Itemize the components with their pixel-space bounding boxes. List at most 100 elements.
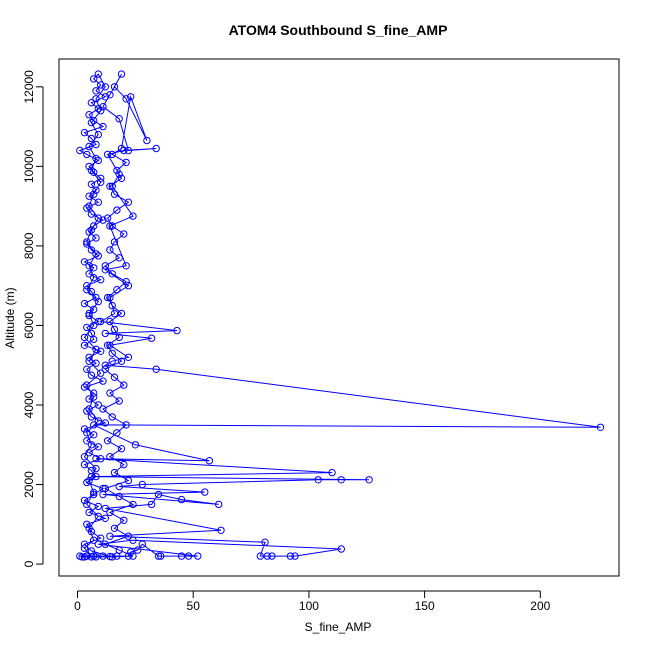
- data-point: [143, 136, 151, 145]
- data-point: [90, 274, 98, 282]
- data-point: [87, 246, 96, 254]
- data-point: [83, 365, 91, 373]
- data-point: [83, 437, 91, 445]
- data-point: [337, 476, 345, 484]
- data-point: [101, 365, 110, 373]
- data-point: [97, 178, 105, 187]
- data-point: [94, 401, 103, 409]
- data-point: [120, 381, 128, 389]
- data-point: [120, 230, 128, 238]
- data-point: [177, 552, 186, 560]
- data-point: [263, 552, 271, 560]
- data-point: [92, 472, 100, 481]
- data-point: [113, 286, 121, 294]
- data-point: [97, 317, 105, 326]
- data-point: [138, 540, 147, 548]
- data-point: [261, 538, 269, 546]
- data-point: [90, 75, 98, 83]
- data-point: [106, 508, 114, 517]
- x-tick-label: 0: [74, 599, 81, 613]
- data-point: [101, 361, 110, 369]
- data-point: [87, 166, 96, 175]
- data-point: [92, 154, 100, 163]
- data-point: [184, 552, 193, 560]
- data-point: [76, 552, 84, 560]
- data-point: [106, 389, 114, 397]
- data-point: [87, 441, 96, 449]
- data-point: [103, 293, 112, 302]
- data-point: [80, 496, 89, 505]
- data-point: [113, 206, 121, 214]
- data-point: [85, 449, 93, 457]
- data-point: [94, 540, 103, 548]
- data-point: [154, 490, 163, 499]
- data-point: [87, 472, 96, 481]
- data-point: [99, 552, 107, 560]
- data-point: [80, 460, 89, 469]
- x-axis-label: S_fine_AMP: [305, 620, 372, 634]
- data-point: [83, 478, 91, 487]
- data-point: [152, 144, 160, 153]
- data-point: [85, 311, 93, 320]
- data-point: [138, 480, 147, 489]
- data-point: [83, 429, 91, 437]
- data-point: [101, 329, 110, 338]
- data-point: [99, 490, 107, 499]
- data-point: [97, 81, 105, 89]
- data-point: [94, 317, 103, 326]
- data-point: [87, 226, 96, 234]
- data-point: [85, 508, 93, 517]
- y-tick-label: 10000: [22, 149, 36, 183]
- data-point: [83, 500, 91, 509]
- data-point: [106, 246, 114, 254]
- data-point: [201, 488, 209, 496]
- data-point: [83, 552, 91, 560]
- data-point: [108, 357, 116, 365]
- data-point: [103, 437, 112, 445]
- y-tick-label: 0: [22, 560, 36, 567]
- data-point: [94, 70, 103, 78]
- data-point: [177, 495, 186, 504]
- data-point: [94, 297, 103, 306]
- data-point: [83, 407, 91, 415]
- y-tick-label: 4000: [22, 391, 36, 418]
- data-point: [90, 264, 98, 272]
- data-point: [80, 258, 89, 266]
- data-point: [90, 321, 98, 330]
- data-point: [97, 174, 105, 183]
- data-point: [124, 476, 133, 485]
- data-point: [115, 482, 123, 491]
- data-point: [117, 309, 126, 318]
- data-point: [87, 371, 96, 379]
- data-point: [90, 393, 98, 401]
- data-point: [117, 357, 126, 365]
- data-point: [80, 383, 89, 391]
- data-point: [108, 270, 116, 278]
- data-point: [122, 262, 130, 270]
- data-point: [97, 347, 105, 355]
- data-point: [83, 282, 91, 290]
- data-point: [152, 365, 160, 373]
- data-point: [256, 552, 264, 560]
- data-point: [90, 116, 98, 125]
- plot-frame: [58, 58, 620, 577]
- data-point: [108, 150, 116, 159]
- data-point: [120, 516, 128, 524]
- data-point: [90, 389, 98, 397]
- data-point: [80, 333, 89, 342]
- data-point: [103, 214, 112, 222]
- data-point: [85, 395, 93, 403]
- data-point: [147, 500, 156, 509]
- data-point: [97, 455, 105, 463]
- data-point: [85, 262, 93, 270]
- data-point: [87, 134, 96, 143]
- data-point: [90, 431, 98, 439]
- data-point: [113, 166, 121, 175]
- data-point: [106, 317, 114, 326]
- data-point: [129, 212, 137, 220]
- data-point: [94, 252, 103, 260]
- y-tick-label: 6000: [22, 312, 36, 339]
- data-point: [92, 140, 100, 149]
- data-point: [92, 359, 100, 367]
- data-point: [131, 441, 140, 449]
